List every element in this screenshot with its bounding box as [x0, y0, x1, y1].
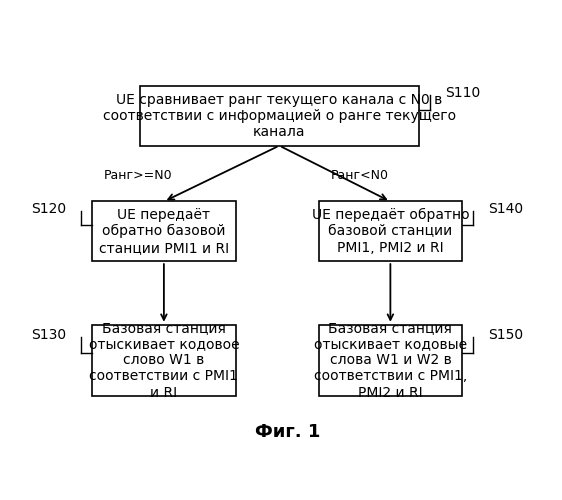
- Text: Ранг>=N0: Ранг>=N0: [103, 169, 172, 182]
- FancyBboxPatch shape: [319, 202, 462, 261]
- Text: Базовая станция
отыскивает кодовое
слово W1 в
соответствии с PMI1
и RI: Базовая станция отыскивает кодовое слово…: [89, 321, 239, 400]
- FancyBboxPatch shape: [140, 86, 419, 146]
- FancyBboxPatch shape: [319, 324, 462, 396]
- Text: Ранг<N0: Ранг<N0: [331, 169, 389, 182]
- Text: Базовая станция
отыскивает кодовые
слова W1 и W2 в
соответствии с PMI1,
PMI2 и R: Базовая станция отыскивает кодовые слова…: [314, 321, 467, 400]
- Text: UE сравнивает ранг текущего канала с N0 в
соответствии с информацией о ранге тек: UE сравнивает ранг текущего канала с N0 …: [103, 92, 456, 139]
- Text: S150: S150: [488, 328, 524, 342]
- Text: S140: S140: [488, 202, 524, 215]
- Text: S120: S120: [31, 202, 66, 215]
- Text: S110: S110: [445, 86, 480, 100]
- Text: S130: S130: [31, 328, 66, 342]
- FancyBboxPatch shape: [92, 202, 236, 261]
- Text: Фиг. 1: Фиг. 1: [255, 422, 321, 440]
- Text: UE передаёт обратно
базовой станции
PMI1, PMI2 и RI: UE передаёт обратно базовой станции PMI1…: [311, 208, 469, 254]
- FancyBboxPatch shape: [92, 324, 236, 396]
- Text: UE передаёт
обратно базовой
станции PMI1 и RI: UE передаёт обратно базовой станции PMI1…: [99, 208, 229, 254]
